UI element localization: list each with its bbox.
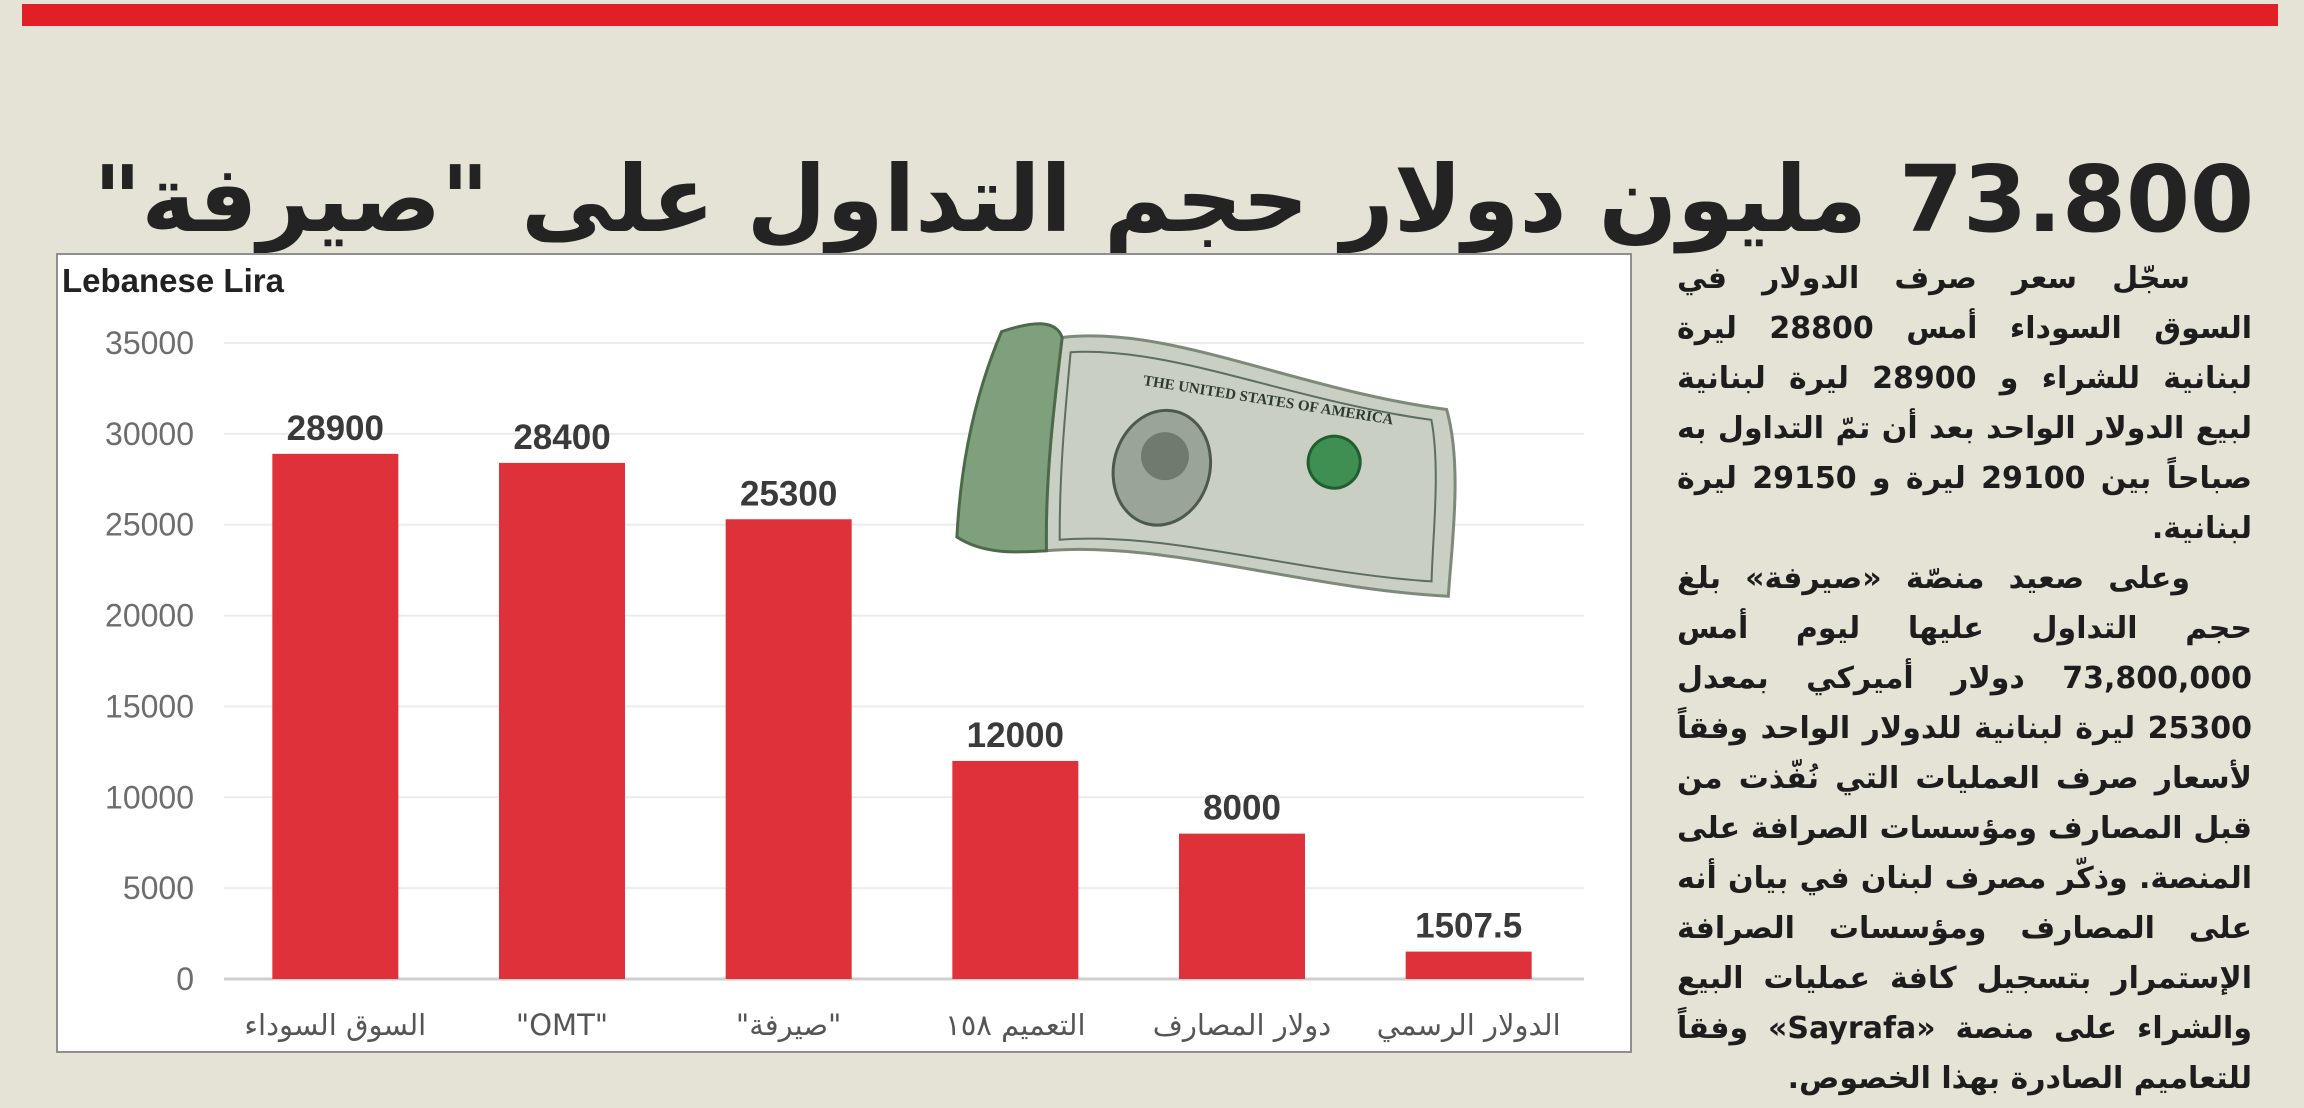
bar [725, 519, 852, 979]
article-body: سجّل سعر صرف الدولار في السوق السوداء أم… [1677, 254, 2252, 1104]
bar-chart-svg: Lebanese Lira 0 5000 10000 15000 20000 25000 3… [62, 262, 1584, 1043]
y-axis-ticks: 0 5000 10000 15000 20000 25000 30000 35000 [105, 325, 194, 997]
y-tick-label: 35000 [105, 325, 194, 361]
x-tick-label: دولار المصارف [1153, 1008, 1331, 1042]
x-tick-label: "صيرفة" [736, 1008, 841, 1042]
y-tick-label: 20000 [105, 598, 194, 634]
x-tick-label: السوق السوداء [244, 1008, 426, 1042]
bar-data-label: 28900 [287, 409, 384, 448]
x-axis-ticks: السوق السوداء "OMT" "صيرفة" التعميم ١٥٨ دولا… [244, 1008, 1560, 1043]
bar-data-label: 8000 [1203, 789, 1281, 828]
y-tick-label: 0 [176, 961, 194, 997]
grid-lines [224, 342, 1584, 981]
us-dollar-bill-icon: THE UNITED STATES OF AMERICA [955, 322, 1457, 598]
bar [499, 462, 625, 980]
bar-data-label: 25300 [740, 474, 837, 513]
bar-data-label: 28400 [513, 418, 610, 457]
bar [1405, 951, 1532, 979]
y-tick-label: 30000 [105, 416, 194, 452]
article-paragraph-2: وعلى صعيد منصّة «صيرفة» بلغ حجم التداول … [1677, 561, 2252, 1096]
y-tick-label: 15000 [105, 688, 194, 724]
bar [272, 453, 399, 979]
bar-data-label: 1507.5 [1415, 907, 1522, 946]
y-tick-label: 5000 [123, 870, 194, 906]
article-paragraph-1: سجّل سعر صرف الدولار في السوق السوداء أم… [1677, 261, 2253, 546]
bar-data-label: 12000 [967, 716, 1064, 755]
page-headline: 73.800 مليون دولار حجم التداول على "صيرف… [93, 145, 2256, 253]
data-labels: 28900 28400 25300 12000 8000 1507.5 [287, 409, 1523, 946]
bars [272, 453, 1532, 980]
x-tick-label: التعميم ١٥٨ [945, 1008, 1085, 1043]
bar [952, 760, 1079, 979]
top-accent-bar [22, 4, 2278, 26]
bar [1179, 833, 1305, 979]
y-tick-label: 25000 [105, 507, 194, 543]
x-tick-label: "OMT" [516, 1008, 608, 1042]
y-axis-title: Lebanese Lira [62, 262, 285, 299]
x-tick-label: الدولار الرسمي [1377, 1008, 1561, 1043]
bar-chart: Lebanese Lira 0 5000 10000 15000 20000 25000 3… [56, 253, 1632, 1053]
y-tick-label: 10000 [105, 779, 194, 815]
